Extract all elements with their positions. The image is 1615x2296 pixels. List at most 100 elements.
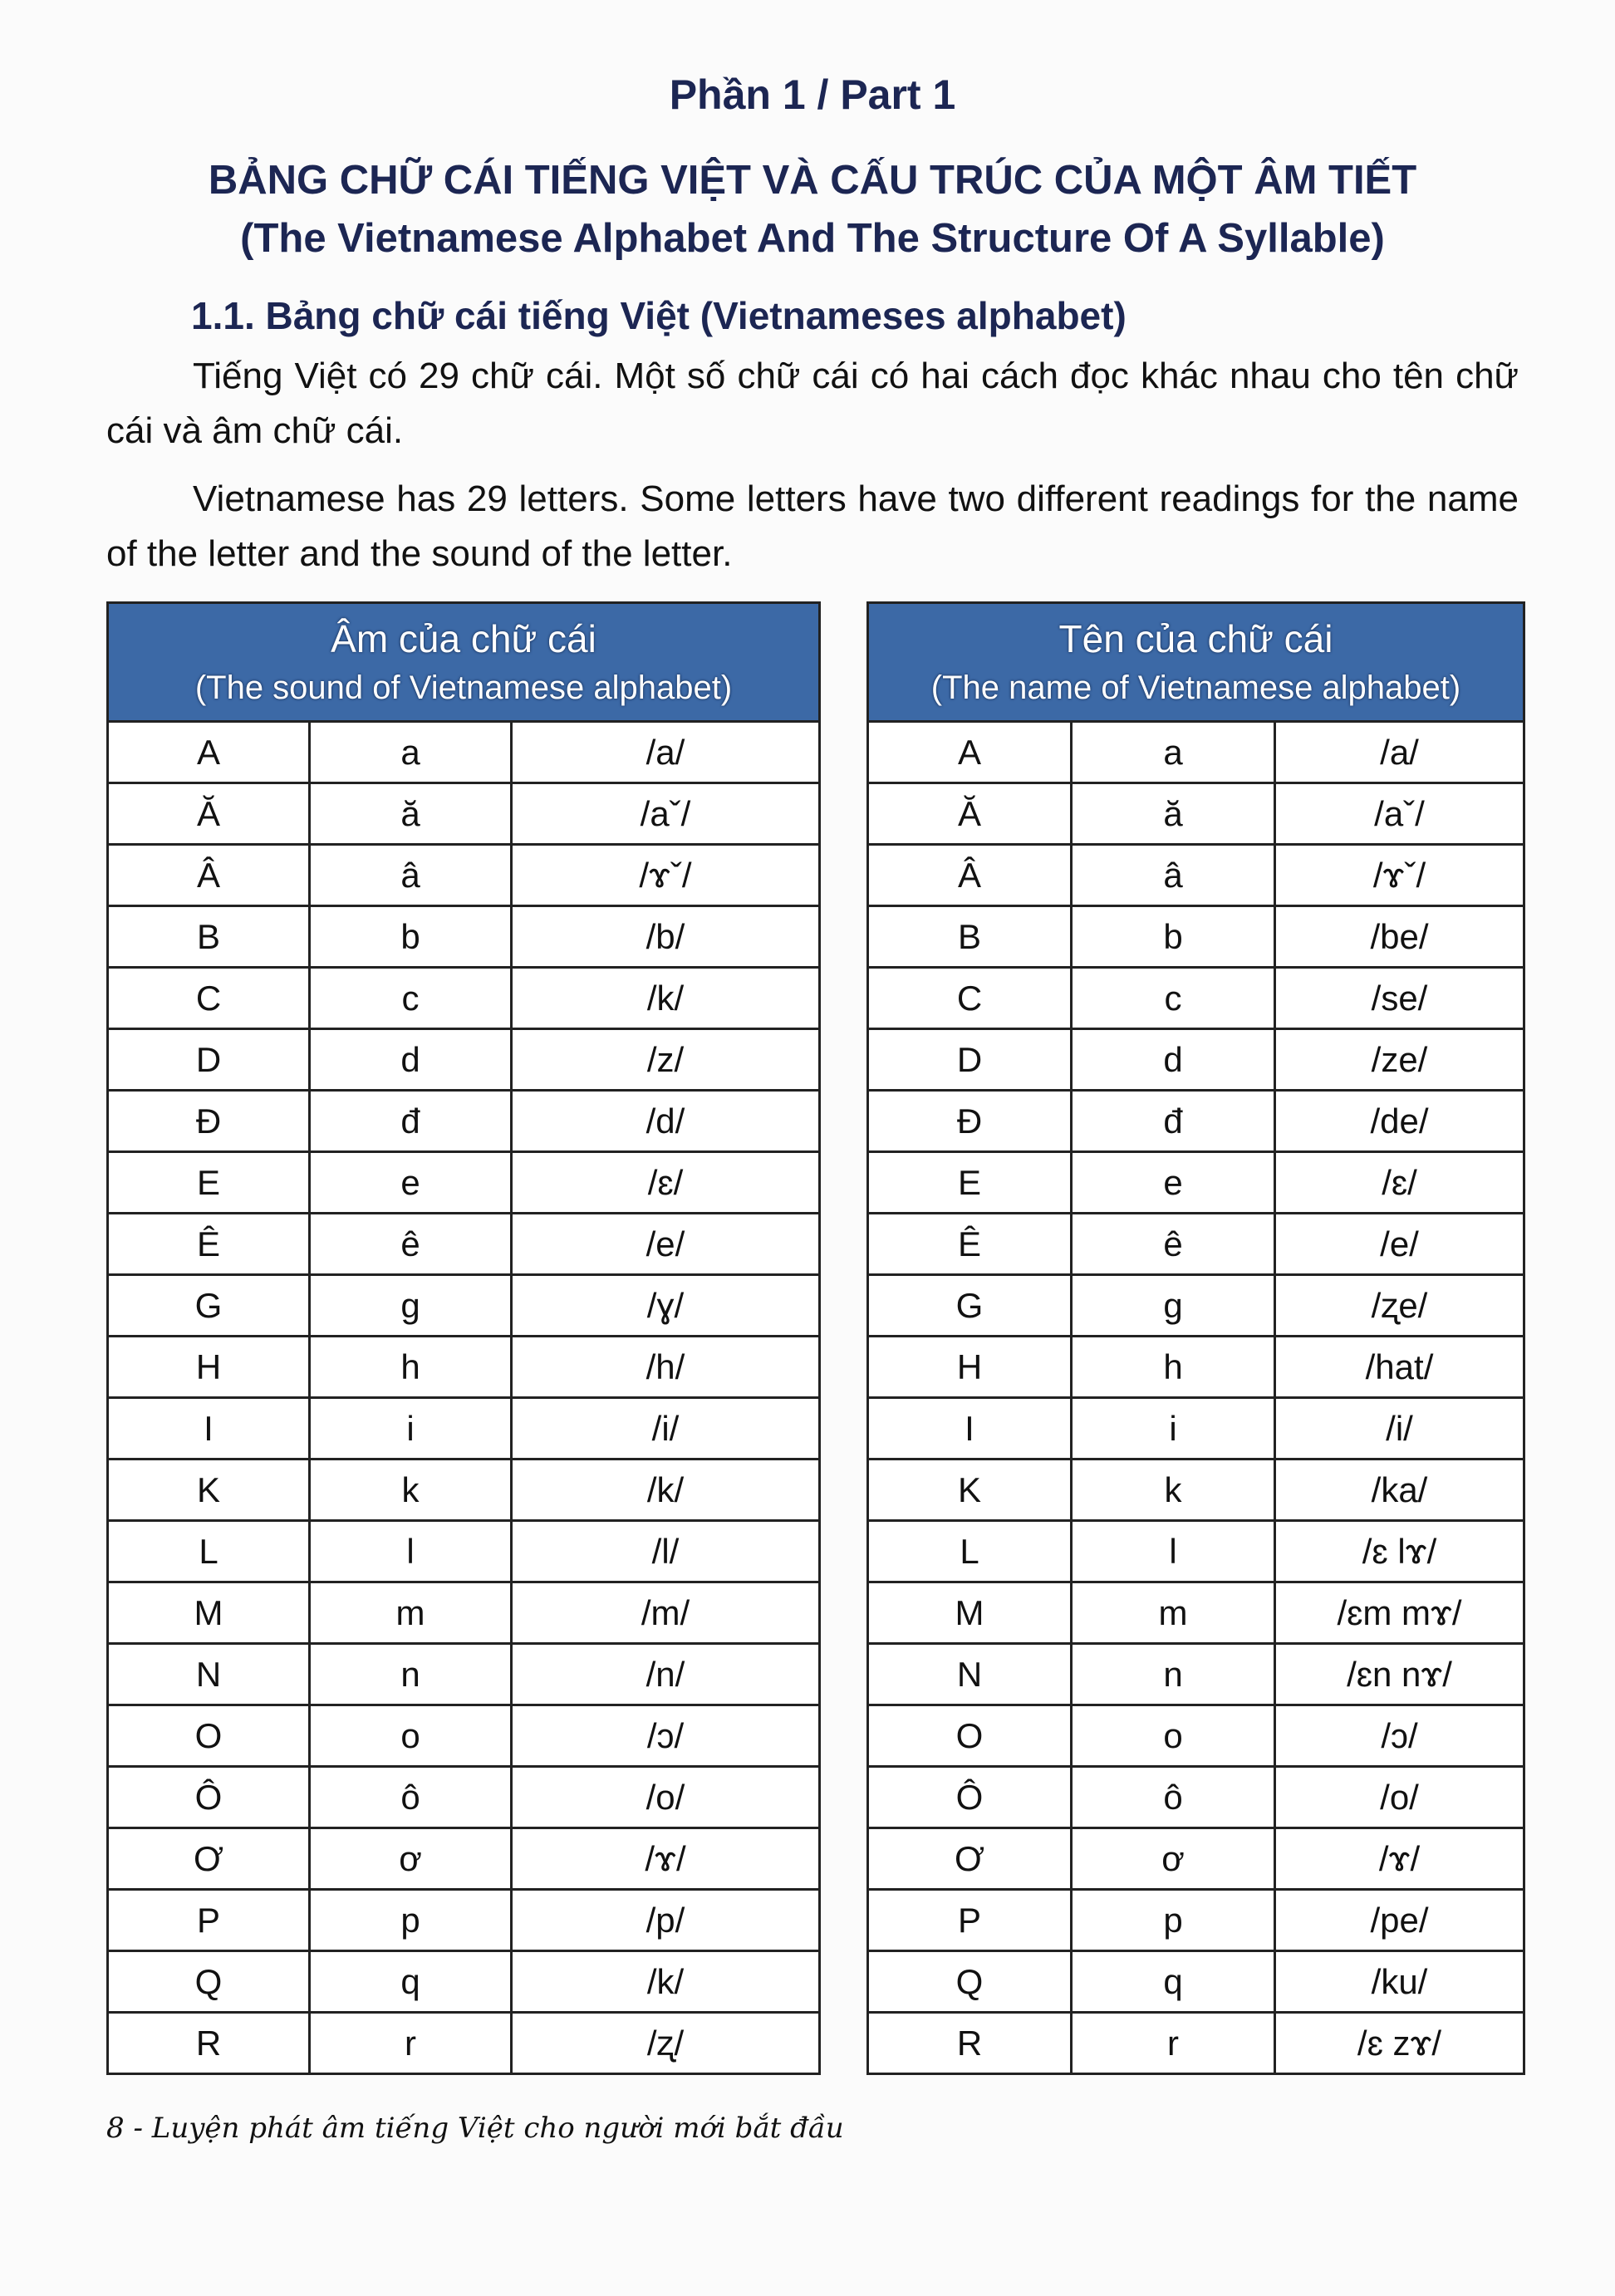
ipa-transcription: /k/ [510,966,821,1030]
chapter-heading-vi: BẢNG CHỮ CÁI TIẾNG VIỆT VÀ CẤU TRÚC CỦA … [208,158,1417,203]
header-title-en: (The name of Vietnamese alphabet) [930,670,1461,706]
paragraph-vietnamese: Tiếng Việt có 29 chữ cái. Một số chữ cái… [106,356,1519,451]
ipa-transcription: /ɔ/ [1273,1704,1526,1768]
ipa-transcription: /ɛn nɤ/ [1273,1642,1526,1706]
letter-sound-table: Âm của chữ cái (The sound of Vietnamese … [106,601,821,2075]
lowercase-letter: h [308,1335,513,1399]
ipa-transcription: /ɣ/ [510,1273,821,1337]
ipa-transcription: /b/ [510,905,821,969]
ipa-transcription: /l/ [510,1519,821,1583]
tables-row: Âm của chữ cái (The sound of Vietnamese … [106,601,1526,2075]
uppercase-letter: Â [106,843,311,907]
ipa-transcription: /ka/ [1273,1458,1526,1522]
lowercase-letter: đ [308,1089,513,1153]
lowercase-letter: ơ [1070,1827,1276,1891]
uppercase-letter: Ô [866,1765,1073,1829]
section-title: 1.1. Bảng chữ cái tiếng Việt (Vietnamese… [191,294,1127,337]
part-title: Phần 1 / Part 1 [669,71,956,118]
ipa-transcription: /ʐe/ [1273,1273,1526,1337]
uppercase-letter: N [106,1642,311,1706]
uppercase-letter: Ơ [866,1827,1073,1891]
lowercase-letter: a [1070,720,1276,784]
uppercase-letter: P [866,1888,1073,1952]
uppercase-letter: P [106,1888,311,1952]
uppercase-letter: O [106,1704,311,1768]
lowercase-letter: đ [1070,1089,1276,1153]
lowercase-letter: i [308,1396,513,1460]
ipa-transcription: /k/ [510,1950,821,2014]
ipa-transcription: /e/ [510,1212,821,1276]
lowercase-letter: l [308,1519,513,1583]
ipa-transcription: /n/ [510,1642,821,1706]
ipa-transcription: /ʐ/ [510,2011,821,2075]
ipa-transcription: /e/ [1273,1212,1526,1276]
lowercase-letter: c [1070,966,1276,1030]
table-header: Âm của chữ cái (The sound of Vietnamese … [106,601,821,723]
lowercase-letter: k [308,1458,513,1522]
ipa-transcription: /ɤˇ/ [510,843,821,907]
uppercase-letter: B [866,905,1073,969]
lowercase-letter: r [1070,2011,1276,2075]
lowercase-letter: i [1070,1396,1276,1460]
lowercase-letter: b [308,905,513,969]
uppercase-letter: Ă [106,782,311,846]
uppercase-letter: R [866,2011,1073,2075]
letter-name-table: Tên của chữ cái (The name of Vietnamese … [866,601,1526,2075]
chapter-heading: BẢNG CHỮ CÁI TIẾNG VIỆT VÀ CẤU TRÚC CỦA … [106,151,1519,267]
uppercase-letter: O [866,1704,1073,1768]
uppercase-letter: Â [866,843,1073,907]
uppercase-letter: H [866,1335,1073,1399]
lowercase-letter: ă [1070,782,1276,846]
lowercase-letter: n [1070,1642,1276,1706]
ipa-transcription: /i/ [1273,1396,1526,1460]
uppercase-letter: G [866,1273,1073,1337]
ipa-transcription: /i/ [510,1396,821,1460]
uppercase-letter: A [866,720,1073,784]
header-title-vi: Âm của chữ cái [331,617,596,660]
uppercase-letter: Ê [106,1212,311,1276]
uppercase-letter: K [106,1458,311,1522]
uppercase-letter: G [106,1273,311,1337]
lowercase-letter: ơ [308,1827,513,1891]
ipa-transcription: /ɛ/ [1273,1150,1526,1214]
lowercase-letter: d [1070,1028,1276,1092]
lowercase-letter: o [308,1704,513,1768]
ipa-transcription: /ɔ/ [510,1704,821,1768]
ipa-transcription: /ɤˇ/ [1273,843,1526,907]
uppercase-letter: H [106,1335,311,1399]
lowercase-letter: r [308,2011,513,2075]
ipa-transcription: /be/ [1273,905,1526,969]
uppercase-letter: D [106,1028,311,1092]
ipa-transcription: /ze/ [1273,1028,1526,1092]
uppercase-letter: C [866,966,1073,1030]
lowercase-letter: m [1070,1581,1276,1645]
ipa-transcription: /m/ [510,1581,821,1645]
paragraph-english: Vietnamese has 29 letters. Some letters … [106,478,1519,574]
uppercase-letter: I [106,1396,311,1460]
ipa-transcription: /o/ [1273,1765,1526,1829]
lowercase-letter: d [308,1028,513,1092]
ipa-transcription: /se/ [1273,966,1526,1030]
lowercase-letter: ô [1070,1765,1276,1829]
uppercase-letter: Ă [866,782,1073,846]
ipa-transcription: /p/ [510,1888,821,1952]
ipa-transcription: /a/ [1273,720,1526,784]
